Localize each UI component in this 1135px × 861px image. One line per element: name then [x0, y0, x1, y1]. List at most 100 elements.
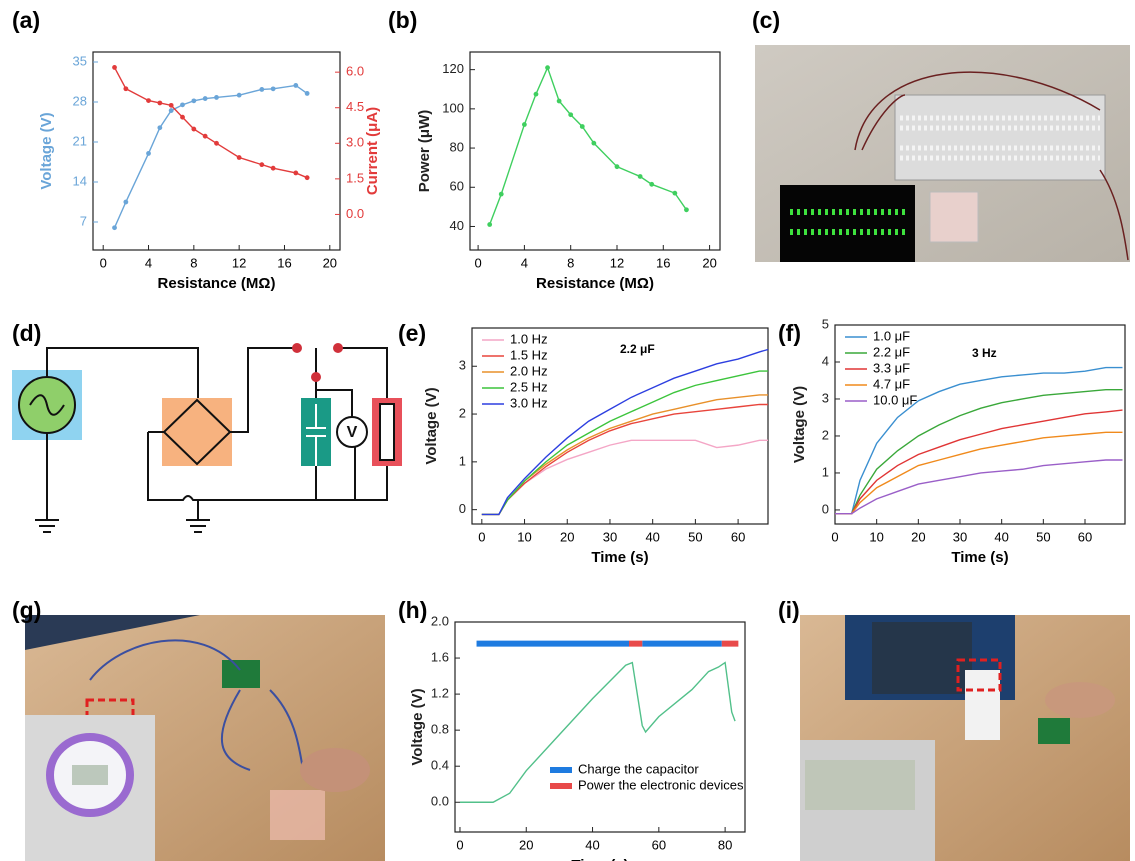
x-axis-title: Time (s)	[591, 549, 648, 566]
phase-bar	[629, 641, 642, 647]
point	[157, 101, 162, 106]
point	[237, 93, 242, 98]
y-tick-label: 35	[73, 53, 87, 68]
x-axis-title: Time (s)	[571, 857, 628, 861]
x-tick-label: 4	[145, 255, 152, 270]
chart: 0204060800.00.40.81.21.62.0Time (s)Volta…	[409, 613, 745, 861]
y-tick-label: 120	[442, 61, 464, 76]
x-axis-title: Resistance (MΩ)	[158, 275, 276, 292]
y-tick-label: 5	[822, 316, 829, 331]
legend-label: 10.0 μF	[873, 392, 917, 407]
point	[305, 175, 310, 180]
x-tick-label: 60	[731, 529, 745, 544]
y-tick-label: 2.0	[431, 613, 449, 628]
point	[293, 83, 298, 88]
y-axis-title: Voltage (V)	[791, 386, 808, 463]
x-tick-label: 10	[517, 529, 531, 544]
legend-label: 1.0 μF	[873, 328, 910, 343]
point	[259, 162, 264, 167]
x-tick-label: 0	[456, 837, 463, 852]
point	[522, 122, 527, 127]
y-tick-label: 100	[442, 100, 464, 115]
point	[638, 174, 643, 179]
point	[545, 65, 550, 70]
x-tick-label: 16	[277, 255, 291, 270]
y-tick-label: 28	[73, 93, 87, 108]
y2-tick-label: 4.5	[346, 99, 364, 114]
x-tick-label: 8	[567, 255, 574, 270]
x-tick-label: 4	[521, 255, 528, 270]
point	[499, 192, 504, 197]
point	[180, 115, 185, 120]
point	[169, 108, 174, 113]
point	[214, 141, 219, 146]
photo-c	[755, 45, 1130, 262]
x-tick-label: 60	[1078, 529, 1092, 544]
switch-node	[311, 372, 321, 382]
y-tick-label: 14	[73, 173, 87, 188]
point	[557, 99, 562, 104]
point	[487, 222, 492, 227]
x-tick-label: 16	[656, 255, 670, 270]
point	[649, 182, 654, 187]
x-tick-label: 0	[100, 255, 107, 270]
legend-label: Charge the capacitor	[578, 761, 699, 776]
y-tick-label: 3	[822, 390, 829, 405]
point	[580, 124, 585, 129]
point	[180, 102, 185, 107]
y-tick-label: 1	[822, 464, 829, 479]
legend-label: Power the electronic devices	[578, 777, 744, 792]
point	[169, 103, 174, 108]
y-axis-title: Voltage (V)	[409, 688, 426, 765]
legend-label: 3.3 μF	[873, 360, 910, 375]
panel-label: (a)	[12, 7, 40, 33]
y-tick-label: 21	[73, 133, 87, 148]
legend-label: 1.5 Hz	[510, 347, 548, 362]
x-tick-label: 0	[831, 529, 838, 544]
y-tick-label: 0.0	[431, 794, 449, 809]
series-line	[482, 404, 768, 514]
point	[237, 155, 242, 160]
annotation: 2.2 μF	[620, 342, 655, 356]
x-tick-label: 30	[603, 529, 617, 544]
panel-label: (d)	[12, 320, 41, 346]
board	[222, 660, 260, 688]
series-line	[490, 68, 687, 225]
legend-label: 2.5 Hz	[510, 379, 548, 394]
chart: 01020304050600123Time (s)Voltage (V)1.0 …	[423, 328, 768, 566]
led-board	[895, 95, 1105, 180]
calculator	[965, 670, 1000, 740]
switch-node	[333, 343, 343, 353]
plot-frame	[93, 52, 340, 250]
series-line	[115, 85, 308, 227]
y-tick-label: 1	[459, 453, 466, 468]
y-tick-label: 60	[450, 179, 464, 194]
phase-bar	[642, 641, 722, 647]
photo-g	[25, 615, 385, 861]
resistor	[380, 404, 394, 460]
y-tick-label: 80	[450, 139, 464, 154]
point	[214, 95, 219, 100]
point	[191, 98, 196, 103]
phase-bar	[722, 641, 739, 647]
x-tick-label: 0	[478, 529, 485, 544]
series-line	[115, 67, 308, 177]
panel-label: (f)	[778, 320, 801, 346]
panel-label: (c)	[752, 7, 780, 33]
x-tick-label: 0	[474, 255, 481, 270]
point	[191, 127, 196, 132]
x-tick-label: 20	[702, 255, 716, 270]
point	[591, 141, 596, 146]
point	[684, 207, 689, 212]
x-tick-label: 40	[585, 837, 599, 852]
legend-label: 3.0 Hz	[510, 395, 548, 410]
y-tick-label: 7	[80, 213, 87, 228]
hand	[1045, 682, 1115, 718]
phase-bar	[477, 641, 629, 647]
point	[123, 86, 128, 91]
hand	[300, 748, 370, 792]
calculator-screen	[805, 760, 915, 810]
point	[293, 171, 298, 176]
point	[271, 86, 276, 91]
